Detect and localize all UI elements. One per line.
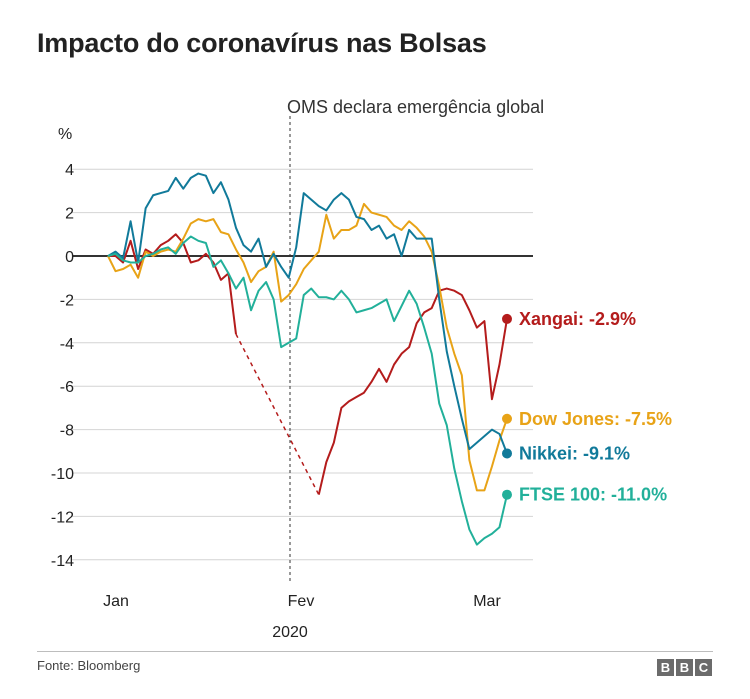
end-point-dow-jones bbox=[502, 413, 512, 424]
end-label-xangai: Xangai: -2.9% bbox=[519, 309, 636, 329]
series-lines bbox=[107, 172, 508, 546]
bbc-logo-letter: C bbox=[695, 659, 712, 676]
x-tick-label: Fev bbox=[288, 593, 315, 610]
x-tick-labels: Jan Fev Mar bbox=[103, 593, 501, 610]
y-tick-label: -10 bbox=[51, 466, 74, 483]
end-point-ftse-100 bbox=[502, 489, 512, 500]
y-tick-label: -14 bbox=[51, 553, 74, 570]
y-axis-label: % bbox=[58, 126, 72, 143]
end-label-nikkei: Nikkei: -9.1% bbox=[519, 443, 630, 463]
series-line-nikkei bbox=[107, 172, 508, 454]
end-labels: Xangai: -2.9% Dow Jones: -7.5% Nikkei: -9.… bbox=[502, 309, 672, 505]
source-note: Fonte: Bloomberg bbox=[37, 658, 141, 673]
x-tick-label: Jan bbox=[103, 593, 129, 610]
y-tick-label: -2 bbox=[60, 292, 74, 309]
y-tick-label: -12 bbox=[51, 509, 74, 526]
gap-line-xangai bbox=[235, 333, 320, 496]
end-point-nikkei bbox=[502, 448, 512, 459]
y-tick-label: -8 bbox=[60, 423, 74, 440]
series-line-ftse-100 bbox=[107, 235, 508, 546]
grid-lines bbox=[72, 168, 533, 561]
chart-title: Impacto do coronavírus nas Bolsas bbox=[37, 28, 487, 58]
y-tick-label: -4 bbox=[60, 336, 74, 353]
end-label-dow-jones: Dow Jones: -7.5% bbox=[519, 409, 672, 429]
y-tick-label: 4 bbox=[65, 162, 74, 179]
end-point-xangai bbox=[502, 313, 512, 324]
y-tick-label: 0 bbox=[65, 249, 74, 266]
x-tick-label: Mar bbox=[473, 593, 501, 610]
footer-divider bbox=[37, 651, 713, 652]
series-line-xangai bbox=[317, 287, 508, 495]
y-tick-labels: 4 2 0 -2 -4 -6 -8 -10 -12 -14 bbox=[51, 162, 74, 570]
y-tick-label: -6 bbox=[60, 379, 74, 396]
bbc-logo-letter: B bbox=[657, 659, 674, 676]
annotation: OMS declara emergência global bbox=[287, 97, 544, 582]
series-line-dow-jones bbox=[107, 202, 508, 492]
annotation-text: OMS declara emergência global bbox=[287, 97, 544, 117]
end-label-ftse-100: FTSE 100: -11.0% bbox=[519, 485, 667, 505]
bbc-logo-letter: B bbox=[676, 659, 693, 676]
year-label: 2020 bbox=[272, 624, 308, 641]
y-tick-label: 2 bbox=[65, 206, 74, 223]
bbc-logo: B B C bbox=[657, 659, 712, 676]
